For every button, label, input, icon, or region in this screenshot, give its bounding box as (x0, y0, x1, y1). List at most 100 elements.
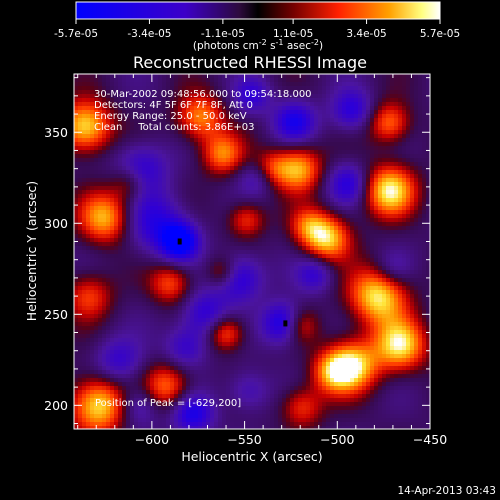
heatmap-cell (338, 146, 342, 150)
heatmap-cell (282, 130, 286, 134)
heatmap-cell (298, 114, 302, 118)
heatmap-cell (86, 138, 90, 142)
heatmap-cell (182, 130, 186, 134)
heatmap-cell (306, 266, 310, 270)
heatmap-cell (334, 266, 338, 270)
heatmap-cell (114, 150, 118, 154)
heatmap-cell (394, 286, 398, 290)
heatmap-cell (254, 238, 258, 242)
heatmap-cell (222, 226, 226, 230)
heatmap-cell (98, 126, 102, 130)
heatmap-cell (398, 214, 402, 218)
heatmap-cell (214, 206, 218, 210)
heatmap-cell (354, 150, 358, 154)
heatmap-cell (194, 234, 198, 238)
heatmap-cell (154, 274, 158, 278)
heatmap-cell (178, 86, 182, 90)
heatmap-cell (234, 278, 238, 282)
heatmap-cell (150, 194, 154, 198)
colorbar-ticks: -5.7e-05 -3.4e-05 -1.1e-05 1.1e-05 3.4e-05 5.… (54, 19, 460, 40)
heatmap-cell (290, 118, 294, 122)
heatmap-cell (250, 158, 254, 162)
heatmap-cell (330, 250, 334, 254)
heatmap-cell (378, 198, 382, 202)
heatmap-cell (234, 154, 238, 158)
heatmap-cell (106, 134, 110, 138)
heatmap-cell (162, 234, 166, 238)
heatmap-cell (326, 86, 330, 90)
heatmap-cell (310, 186, 314, 190)
heatmap-cell (422, 282, 426, 286)
heatmap-cell (278, 178, 282, 182)
heatmap-cell (162, 74, 166, 78)
heatmap-cell (346, 282, 350, 286)
heatmap-cell (282, 162, 286, 166)
heatmap-cell (378, 246, 382, 250)
heatmap-cell (274, 174, 278, 178)
heatmap-cell (250, 122, 254, 126)
heatmap-cell (94, 182, 98, 186)
heatmap-cell (274, 122, 278, 126)
heatmap-cell (162, 218, 166, 222)
heatmap-cell (258, 110, 262, 114)
heatmap-cell (218, 270, 222, 274)
heatmap-cell (270, 286, 274, 290)
heatmap-cell (170, 190, 174, 194)
heatmap-cell (222, 194, 226, 198)
heatmap-cell (206, 114, 210, 118)
heatmap-cell (194, 206, 198, 210)
heatmap-cell (194, 190, 198, 194)
heatmap-cell (262, 274, 266, 278)
heatmap-cell (330, 146, 334, 150)
heatmap-cell (250, 74, 254, 78)
heatmap-cell (310, 158, 314, 162)
heatmap-cell (378, 170, 382, 174)
heatmap-cell (146, 158, 150, 162)
heatmap-cell (366, 126, 370, 130)
heatmap-cell (290, 122, 294, 126)
heatmap-cell (154, 290, 158, 294)
heatmap-cell (282, 230, 286, 234)
heatmap-cell (226, 194, 230, 198)
heatmap-cell (114, 230, 118, 234)
heatmap-cell (86, 206, 90, 210)
heatmap-cell (394, 138, 398, 142)
heatmap-cell (138, 290, 142, 294)
heatmap-cell (342, 250, 346, 254)
heatmap-cell (174, 286, 178, 290)
heatmap-cell (394, 74, 398, 78)
heatmap-cell (366, 110, 370, 114)
heatmap-cell (126, 250, 130, 254)
heatmap-cell (82, 278, 86, 282)
heatmap-cell (338, 158, 342, 162)
heatmap-cell (110, 266, 114, 270)
heatmap-cell (162, 162, 166, 166)
heatmap-cell (74, 166, 78, 170)
heatmap-cell (98, 154, 102, 158)
heatmap-cell (298, 134, 302, 138)
heatmap-cell (154, 282, 158, 286)
heatmap-cell (366, 210, 370, 214)
heatmap-cell (302, 226, 306, 230)
heatmap-cell (250, 82, 254, 86)
heatmap-cell (154, 242, 158, 246)
heatmap-cell (238, 258, 242, 262)
heatmap-cell (206, 110, 210, 114)
heatmap-cell (418, 202, 422, 206)
heatmap-cell (298, 146, 302, 150)
heatmap-cell (258, 138, 262, 142)
heatmap-cell (426, 138, 430, 142)
heatmap-cell (258, 250, 262, 254)
heatmap-cell (274, 214, 278, 218)
heatmap-cell (210, 238, 214, 242)
heatmap-cell (418, 186, 422, 190)
heatmap-cell (306, 194, 310, 198)
heatmap-cell (274, 258, 278, 262)
heatmap-cell (294, 202, 298, 206)
heatmap-cell (178, 106, 182, 110)
heatmap-cell (358, 138, 362, 142)
heatmap-cell (106, 286, 110, 290)
heatmap-cell (142, 126, 146, 130)
heatmap-cell (402, 290, 406, 294)
heatmap-cell (334, 82, 338, 86)
